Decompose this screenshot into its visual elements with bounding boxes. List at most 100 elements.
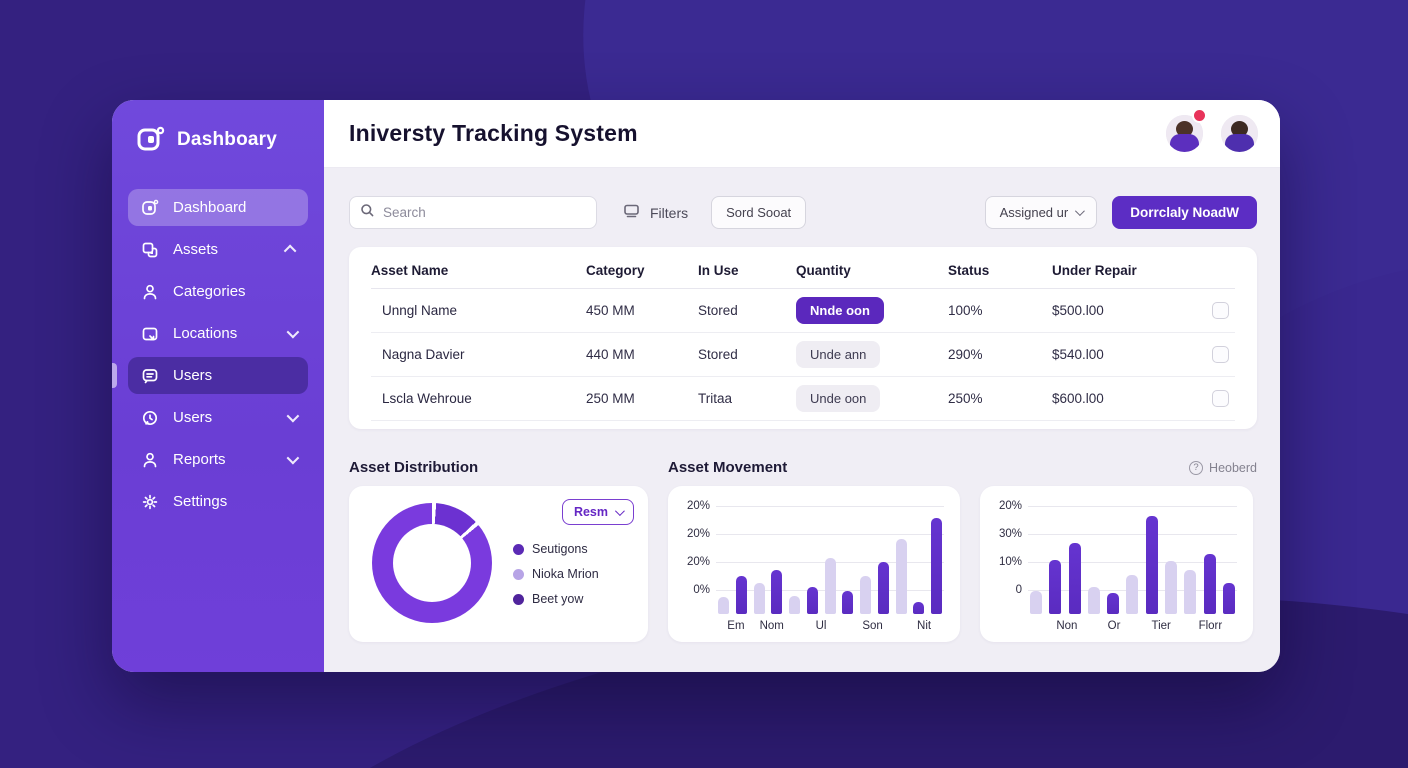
sidebar-item-assets[interactable]: Assets <box>128 231 308 268</box>
filters-label: Filters <box>650 204 689 221</box>
bar <box>1049 560 1062 614</box>
bar <box>1222 583 1235 614</box>
cell-under-repair: $500.l00 <box>1052 303 1104 318</box>
bar <box>753 583 765 614</box>
col-header-status: Status <box>948 263 990 278</box>
bars <box>718 498 942 614</box>
filters-button[interactable]: Filters <box>622 203 688 223</box>
range-dropdown[interactable]: Resm <box>561 499 634 525</box>
sidebar-item-dashboard[interactable]: Dashboard <box>128 189 308 226</box>
bar <box>806 587 818 614</box>
chevron-down-icon <box>614 505 625 516</box>
gear-icon <box>140 492 159 511</box>
primary-action-button[interactable]: Dorrclaly NoadW <box>1112 196 1257 229</box>
asset-movement-chart-left: 20% 20% 20% 0% Em Nom Ul Son Nit <box>668 486 960 642</box>
cell-category: 440 MM <box>586 347 635 362</box>
y-axis: 20% 30% 10% 0 <box>994 498 1028 632</box>
bar-chart: 20% 30% 10% 0 Non Or Tier Florr <box>994 498 1237 632</box>
gridline <box>1028 534 1237 535</box>
x-tick-label: Nom <box>759 620 784 632</box>
sidebar-item-label: Reports <box>173 451 226 468</box>
quantity-badge: Nnde oon <box>796 297 884 324</box>
col-header-in-use: In Use <box>698 263 739 278</box>
chat-icon <box>140 366 159 385</box>
range-label: Resm <box>573 505 608 519</box>
cell-under-repair: $540.l00 <box>1052 347 1104 362</box>
gridline <box>716 506 944 507</box>
chevron-down-icon <box>286 409 300 423</box>
x-axis: Non Or Tier Florr <box>1030 616 1235 632</box>
distribution-title: Asset Distribution <box>349 459 479 476</box>
person-icon <box>140 450 159 469</box>
bar <box>860 576 871 614</box>
legend-item: Seutigons <box>513 542 599 556</box>
cell-in-use: Tritaa <box>698 391 733 406</box>
content: Filters Sord Sooat Assigned ur Dorrclaly… <box>324 168 1280 672</box>
x-tick-label: Tier <box>1151 620 1171 632</box>
sidebar-item-settings[interactable]: Settings <box>128 483 308 520</box>
help-icon: ? <box>1189 460 1204 475</box>
help-button[interactable]: ? Heoberd <box>1189 460 1257 475</box>
y-tick-label: 20% <box>686 500 710 512</box>
chevron-down-icon <box>286 325 300 339</box>
donut-chart <box>372 503 492 623</box>
asset-movement-chart-right: 20% 30% 10% 0 Non Or Tier Florr <box>980 486 1253 642</box>
sidebar-item-categories[interactable]: Categories <box>128 273 308 310</box>
bar <box>1145 516 1158 614</box>
sidebar-item-label: Users <box>173 367 213 384</box>
legend-label: Seutigons <box>532 542 588 556</box>
search-icon <box>360 203 375 223</box>
y-tick-label: 20% <box>998 500 1022 512</box>
chevron-down-icon <box>286 451 300 465</box>
bar <box>1184 570 1197 614</box>
table-row[interactable]: Nagna Davier 440 MM Stored Unde ann 290%… <box>371 333 1235 377</box>
y-tick-label: 30% <box>998 528 1022 540</box>
bar <box>789 596 800 614</box>
table-row[interactable]: Lscla Wehroue 250 MM Tritaa Unde oon 250… <box>371 377 1235 421</box>
table-row[interactable]: Unngl Name 450 MM Stored Nnde oon 100% $… <box>371 289 1235 333</box>
avatar[interactable] <box>1221 115 1258 152</box>
legend-item: Beet yow <box>513 592 599 606</box>
avatar-group <box>1166 108 1258 152</box>
sidebar-item-users[interactable]: Users <box>112 357 308 394</box>
cell-status: 290% <box>948 347 983 362</box>
main-panel: Iniversty Tracking System <box>324 100 1280 672</box>
sidebar-item-users-2[interactable]: Users <box>128 399 308 436</box>
avatar[interactable] <box>1166 108 1207 152</box>
bar <box>1107 593 1120 614</box>
bar <box>842 591 854 614</box>
bars <box>1030 498 1235 614</box>
app-logo-icon <box>136 125 166 155</box>
search-box <box>349 196 597 229</box>
y-tick-label: 0% <box>693 584 710 596</box>
sidebar-item-reports[interactable]: Reports <box>128 441 308 478</box>
bar <box>735 576 747 614</box>
y-axis: 20% 20% 20% 0% <box>682 498 716 632</box>
row-checkbox[interactable] <box>1212 390 1229 407</box>
help-label: Heoberd <box>1209 460 1257 475</box>
sort-button[interactable]: Sord Sooat <box>711 196 807 229</box>
y-tick-label: 10% <box>998 556 1022 568</box>
x-tick-label: Son <box>862 620 883 632</box>
plot-area: Em Nom Ul Son Nit <box>716 498 944 632</box>
sidebar: Dashboary Dashboard Assets Categories <box>112 100 324 672</box>
sidebar-item-locations[interactable]: Locations <box>128 315 308 352</box>
gridline <box>716 534 944 535</box>
sort-button-label: Sord Sooat <box>726 205 792 220</box>
search-input[interactable] <box>383 205 586 220</box>
gridline <box>1028 562 1237 563</box>
cell-status: 250% <box>948 391 983 406</box>
row-checkbox[interactable] <box>1212 302 1229 319</box>
primary-action-label: Dorrclaly NoadW <box>1130 205 1239 220</box>
row-checkbox[interactable] <box>1212 346 1229 363</box>
topbar: Iniversty Tracking System <box>324 100 1280 168</box>
notification-badge <box>1192 108 1207 123</box>
assigned-user-dropdown[interactable]: Assigned ur <box>984 196 1098 229</box>
legend-dot <box>513 568 524 580</box>
charts-row: Resm Seutigons Nioka Mrion Beet yow 20% 20%… <box>349 486 1257 642</box>
person-icon <box>140 282 159 301</box>
assets-table: Asset Name Category In Use Quantity Stat… <box>349 247 1257 429</box>
cell-asset-name: Lscla Wehroue <box>382 391 472 406</box>
avatar-photo <box>1221 115 1258 152</box>
asset-distribution-card: Resm Seutigons Nioka Mrion Beet yow <box>349 486 648 642</box>
